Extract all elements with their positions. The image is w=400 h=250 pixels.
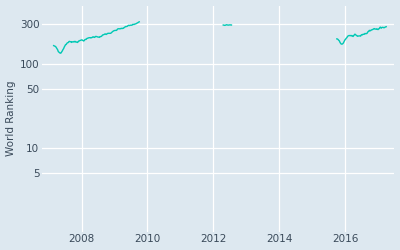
Y-axis label: World Ranking: World Ranking [6, 81, 16, 156]
